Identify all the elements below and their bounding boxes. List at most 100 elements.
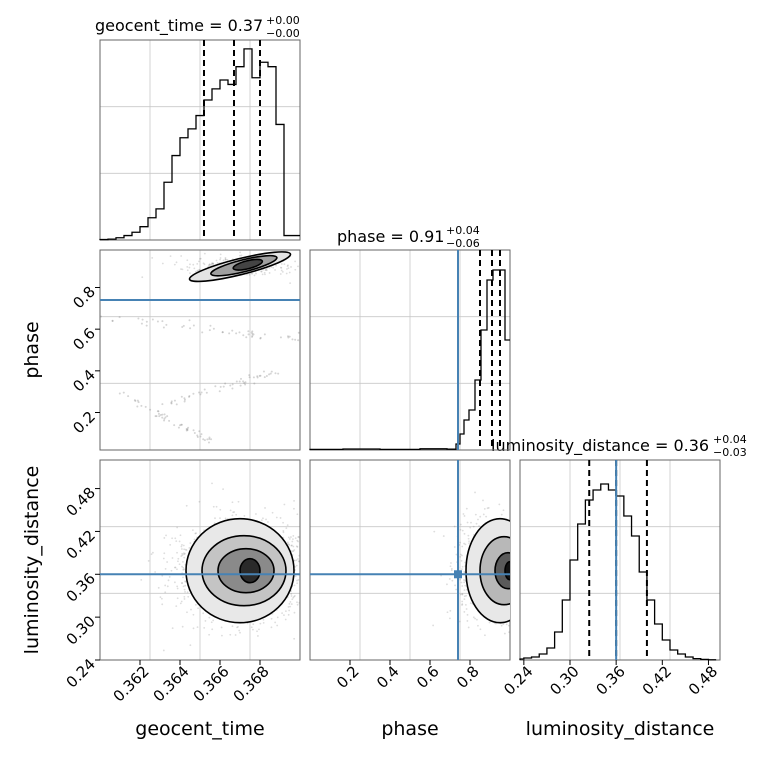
scatter-point (517, 521, 519, 523)
scatter-point (183, 398, 186, 401)
scatter-point (164, 584, 167, 587)
histogram-bar (570, 560, 578, 660)
scatter-point (184, 580, 187, 583)
scatter-point (203, 439, 206, 442)
scatter-point (502, 623, 505, 626)
scatter-point (196, 436, 199, 439)
scatter-point (450, 562, 452, 564)
tick-label-phase: 0.4 (373, 662, 403, 692)
scatter-point (298, 601, 300, 604)
scatter-point (526, 571, 528, 573)
scatter-point (527, 559, 529, 561)
scatter-point (511, 541, 513, 543)
panel-content (310, 460, 545, 660)
scatter-point (156, 410, 159, 413)
scatter-point (355, 600, 357, 602)
scatter-point (512, 572, 514, 574)
scatter-point (312, 567, 314, 569)
scatter-point (189, 327, 192, 330)
scatter-point (275, 264, 277, 267)
scatter-point (307, 523, 309, 525)
scatter-point (192, 627, 195, 630)
scatter-point (517, 573, 519, 575)
scatter-point (157, 412, 160, 415)
scatter-point (162, 649, 165, 652)
scatter-point (265, 518, 267, 521)
panel-content (100, 482, 357, 652)
scatter-point (461, 600, 464, 603)
scatter-point (464, 561, 466, 564)
scatter-point (461, 529, 464, 532)
scatter-point (251, 334, 254, 337)
scatter-point (305, 524, 307, 526)
scatter-point (516, 531, 518, 533)
scatter-point (503, 632, 506, 635)
scatter-point (161, 403, 164, 406)
scatter-point (297, 579, 300, 581)
scatter-point (543, 543, 545, 545)
scatter-point (183, 568, 186, 571)
scatter-point (140, 578, 143, 581)
scatter-point (268, 272, 271, 274)
scatter-point (284, 618, 287, 621)
scatter-point (485, 515, 488, 518)
scatter-point (208, 438, 211, 441)
scatter-point (150, 553, 153, 556)
scatter-point (202, 242, 204, 244)
scatter-point (531, 570, 533, 572)
scatter-point (459, 523, 462, 526)
scatter-point (459, 541, 462, 544)
scatter-point (149, 408, 152, 411)
histogram-bar (164, 182, 172, 240)
scatter-point (468, 540, 470, 543)
scatter-point (185, 504, 188, 507)
scatter-point (226, 258, 229, 261)
scatter-point (291, 540, 294, 543)
scatter-point (199, 393, 202, 396)
scatter-point (171, 557, 174, 559)
histogram-bar (578, 524, 586, 660)
scatter-point (182, 568, 185, 571)
scatter-point (236, 626, 238, 629)
scatter-point (315, 579, 317, 581)
scatter-point (212, 505, 215, 508)
scatter-point (166, 415, 169, 418)
tick-label-geocent-time: 0.368 (230, 662, 273, 705)
scatter-point (533, 559, 535, 561)
scatter-point (312, 263, 314, 265)
scatter-point (461, 554, 463, 557)
scatter-point (292, 545, 295, 548)
scatter-point (522, 578, 524, 580)
contour-level (504, 560, 510, 581)
scatter-point (259, 622, 262, 625)
scatter-point (488, 621, 491, 624)
scatter-point (321, 627, 323, 629)
scatter-point (181, 582, 183, 585)
scatter-point (181, 268, 184, 271)
scatter-point (180, 555, 183, 558)
scatter-point (184, 591, 186, 593)
scatter-point (536, 596, 538, 598)
scatter-point (279, 273, 282, 275)
scatter-point (527, 585, 529, 587)
scatter-point (510, 584, 512, 586)
scatter-point (318, 620, 320, 622)
tick-label-luminosity-distance-y: 0.24 (63, 655, 99, 691)
scatter-point (298, 560, 300, 562)
scatter-point (145, 324, 148, 327)
scatter-point (517, 546, 519, 548)
scatter-point (530, 553, 532, 555)
scatter-point (511, 619, 513, 621)
scatter-point (512, 560, 514, 562)
scatter-point (450, 569, 453, 572)
scatter-point (517, 554, 519, 556)
scatter-point (175, 540, 178, 542)
scatter-point (165, 534, 167, 537)
scatter-point (183, 548, 186, 551)
scatter-point (265, 375, 268, 378)
scatter-point (165, 323, 168, 326)
scatter-point (275, 516, 278, 519)
histogram-bar (268, 67, 276, 240)
scatter-point (486, 507, 489, 510)
